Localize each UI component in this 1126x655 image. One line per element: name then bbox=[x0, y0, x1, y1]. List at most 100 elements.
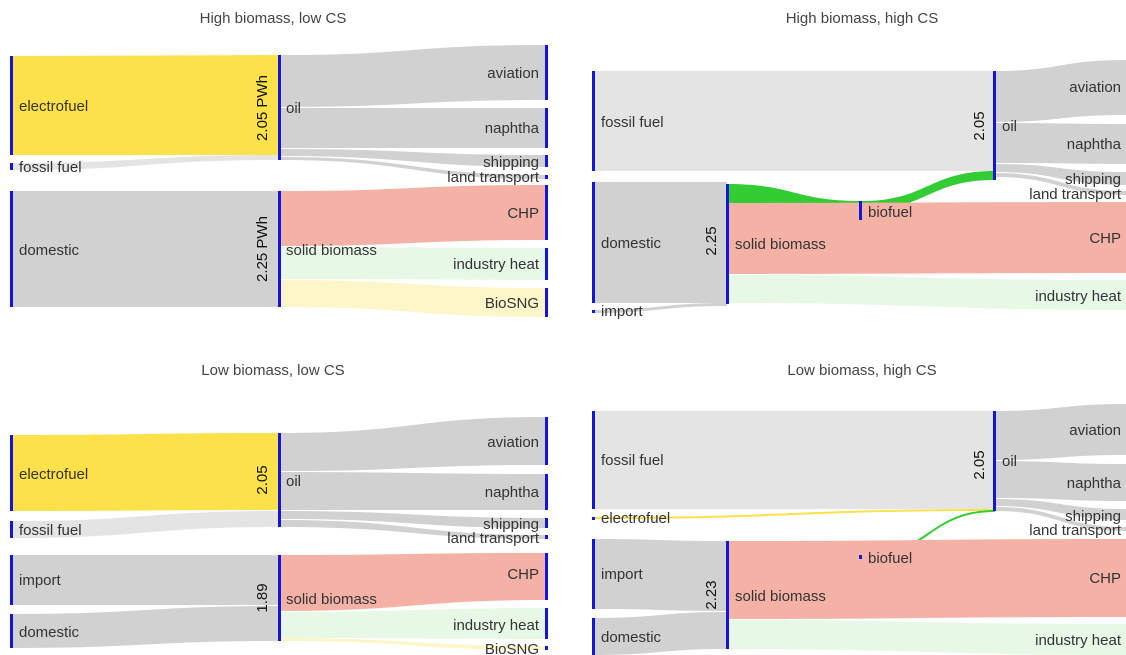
flow-import-solid-biomass bbox=[594, 539, 727, 611]
node-bar-import bbox=[592, 310, 595, 313]
node-bar-naphtha bbox=[545, 108, 548, 148]
flow-biomass-chp bbox=[280, 553, 546, 611]
node-bar-import bbox=[10, 555, 13, 605]
label-fossil-fuel: fossil fuel bbox=[19, 522, 82, 539]
node-bar-domestic bbox=[10, 614, 13, 648]
label-domestic: domestic bbox=[601, 235, 662, 252]
label-land-transport: land transport bbox=[1029, 186, 1122, 203]
label-aviation: aviation bbox=[487, 434, 539, 451]
label-fossil-fuel: fossil fuel bbox=[601, 114, 664, 131]
node-bar-aviation bbox=[545, 45, 548, 100]
flow-electrofuel-oil bbox=[12, 55, 280, 155]
flow-biomass-biosng bbox=[280, 638, 546, 650]
value-oil-total: 2.05 bbox=[254, 465, 271, 494]
flow-biomass-chp bbox=[280, 185, 546, 246]
panel-low-biomass-low-cs: Low biomass, low CS electrofuel fossil f… bbox=[10, 362, 548, 655]
panel-high-biomass-high-cs: High biomass, high CS fossil fuel domest… bbox=[592, 10, 1126, 320]
flow-oil-shipping bbox=[995, 499, 1126, 520]
label-import: import bbox=[601, 566, 644, 583]
node-bar-domestic bbox=[10, 191, 13, 307]
node-bar-industry-heat bbox=[545, 608, 548, 639]
node-bar-oil bbox=[993, 71, 996, 180]
label-import: import bbox=[601, 303, 644, 320]
label-industry-heat: industry heat bbox=[453, 256, 540, 273]
node-bar-domestic bbox=[592, 618, 595, 655]
value-biomass-total: 2.25 bbox=[703, 226, 720, 255]
label-chp: CHP bbox=[1089, 230, 1121, 247]
flow-oil-land-transport bbox=[280, 157, 546, 179]
node-bar-biosng bbox=[545, 288, 548, 317]
flow-oil-aviation bbox=[280, 45, 546, 107]
flow-oil-aviation bbox=[995, 404, 1126, 460]
flow-oil-shipping bbox=[280, 149, 546, 167]
label-biofuel: biofuel bbox=[868, 550, 912, 567]
panel-title: High biomass, low CS bbox=[200, 10, 347, 27]
flow-domestic-solid-biomass bbox=[594, 612, 727, 655]
label-industry-heat: industry heat bbox=[453, 617, 540, 634]
node-bar-solid-biomass bbox=[278, 555, 281, 641]
flow-biomass-biosng bbox=[280, 280, 546, 317]
label-solid-biomass: solid biomass bbox=[735, 588, 826, 605]
label-fossil-fuel: fossil fuel bbox=[19, 159, 82, 176]
label-oil: oil bbox=[286, 100, 301, 117]
flow-biofuel-oil bbox=[861, 171, 995, 210]
node-bar-solid-biomass bbox=[278, 191, 281, 307]
node-bar-oil bbox=[278, 55, 281, 160]
panel-high-biomass-low-cs: High biomass, low CS electrofuel fossil … bbox=[10, 10, 548, 317]
node-bar-domestic bbox=[592, 182, 595, 303]
label-biofuel: biofuel bbox=[868, 204, 912, 221]
node-bar-industry-heat bbox=[545, 248, 548, 280]
node-bar-fossil-fuel bbox=[10, 163, 13, 170]
label-import: import bbox=[19, 572, 62, 589]
label-industry-heat: industry heat bbox=[1035, 632, 1122, 649]
label-chp: CHP bbox=[507, 205, 539, 222]
node-bar-naphtha bbox=[545, 474, 548, 510]
flow-biomass-industry-heat bbox=[727, 275, 1126, 310]
node-bar-electrofuel bbox=[10, 435, 13, 511]
label-naphtha: naphtha bbox=[1067, 475, 1122, 492]
flow-fossil-fuel-oil bbox=[12, 155, 280, 170]
flow-biomass-chp bbox=[727, 539, 1126, 619]
label-naphtha: naphtha bbox=[485, 120, 540, 137]
value-biomass-total: 2.25 PWh bbox=[254, 216, 271, 282]
label-domestic: domestic bbox=[601, 629, 662, 646]
flow-domestic-solid-biomass bbox=[594, 182, 727, 303]
node-bar-land-transport bbox=[545, 175, 548, 179]
node-bar-import bbox=[592, 539, 595, 609]
label-solid-biomass: solid biomass bbox=[286, 242, 377, 259]
label-aviation: aviation bbox=[1069, 422, 1121, 439]
node-bar-fossil-fuel bbox=[10, 521, 13, 538]
value-biomass-total: 2.23 bbox=[703, 580, 720, 609]
label-chp: CHP bbox=[507, 566, 539, 583]
label-land-transport: land transport bbox=[1029, 522, 1122, 539]
label-solid-biomass: solid biomass bbox=[286, 591, 377, 608]
flow-oil-naphtha bbox=[280, 108, 546, 148]
label-chp: CHP bbox=[1089, 570, 1121, 587]
label-biosng: BioSNG bbox=[485, 641, 539, 655]
flow-oil-naphtha bbox=[280, 472, 546, 510]
panel-title: Low biomass, high CS bbox=[787, 362, 936, 379]
flow-electrofuel-oil bbox=[12, 433, 280, 511]
node-bar-biofuel bbox=[859, 201, 862, 220]
node-bar-aviation bbox=[545, 417, 548, 465]
flow-oil-land-transport bbox=[995, 173, 1126, 195]
label-shipping: shipping bbox=[1065, 171, 1121, 188]
flow-oil-land-transport bbox=[995, 507, 1126, 531]
node-bar-chp bbox=[545, 553, 548, 600]
flow-fossil-fuel-oil bbox=[594, 411, 995, 509]
label-land-transport: land transport bbox=[447, 530, 540, 547]
label-shipping: shipping bbox=[483, 154, 539, 171]
panel-title: High biomass, high CS bbox=[786, 10, 939, 27]
label-shipping: shipping bbox=[1065, 508, 1121, 525]
node-bar-fossil-fuel bbox=[592, 411, 595, 509]
node-bar-oil bbox=[993, 411, 996, 511]
flow-biomass-industry-heat bbox=[280, 608, 546, 639]
flow-oil-naphtha bbox=[995, 123, 1126, 164]
node-bar-electrofuel bbox=[592, 517, 595, 520]
flow-biomass-industry-heat bbox=[727, 620, 1126, 655]
label-fossil-fuel: fossil fuel bbox=[601, 452, 664, 469]
flow-oil-shipping bbox=[995, 164, 1126, 185]
label-land-transport: land transport bbox=[447, 169, 540, 186]
label-electrofuel: electrofuel bbox=[601, 510, 670, 527]
